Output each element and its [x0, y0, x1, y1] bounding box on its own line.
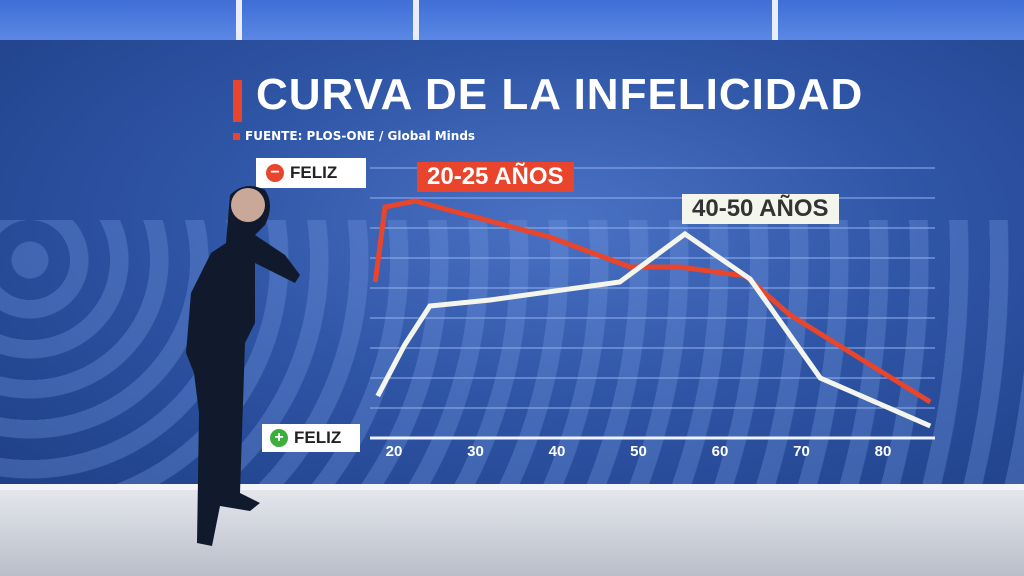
- plus-circle-icon: +: [270, 429, 288, 447]
- pillar: [772, 0, 778, 50]
- x-tick-label: 80: [875, 443, 892, 460]
- chart-source: FUENTE: PLOS-ONE / Global Minds: [245, 129, 476, 143]
- minus-circle-icon: −: [266, 164, 284, 182]
- annotation-40-50: 40-50 AÑOS: [682, 194, 839, 224]
- video-wall: [0, 40, 1024, 495]
- x-tick-label: 30: [467, 443, 484, 460]
- title-accent: [233, 80, 242, 122]
- more-happy-label: + FELIZ: [262, 424, 360, 452]
- pillar: [413, 0, 419, 50]
- source-accent: [233, 133, 240, 140]
- video-wall-top: [0, 0, 1024, 44]
- series-line-red: [372, 198, 932, 405]
- annotation-20-25: 20-25 AÑOS: [417, 162, 574, 192]
- x-tick-label: 40: [549, 443, 566, 460]
- x-tick-label: 60: [712, 443, 729, 460]
- more-happy-text: FELIZ: [294, 428, 342, 447]
- less-happy-label: − FELIZ: [256, 158, 366, 188]
- floor-edge: [0, 484, 1024, 490]
- chart-title: CURVA DE LA INFELICIDAD: [256, 70, 864, 119]
- less-happy-text: FELIZ: [290, 163, 338, 182]
- x-tick-label: 70: [793, 443, 810, 460]
- x-tick-label: 20: [386, 443, 403, 460]
- pillar: [236, 0, 242, 50]
- x-tick-label: 50: [630, 443, 647, 460]
- studio-floor: [0, 490, 1024, 576]
